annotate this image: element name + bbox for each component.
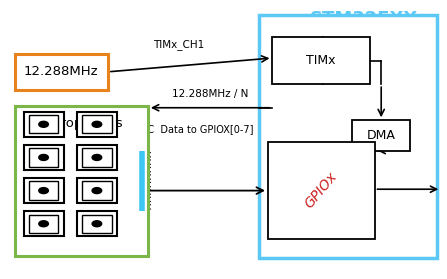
Bar — [259, 15, 437, 258]
Text: 12.288MHz / N: 12.288MHz / N — [172, 90, 249, 99]
Bar — [82, 215, 112, 233]
Circle shape — [39, 121, 48, 127]
Circle shape — [92, 121, 102, 127]
Bar — [29, 215, 58, 233]
Text: GPIOx: GPIOx — [302, 170, 340, 211]
Circle shape — [39, 155, 48, 160]
Bar — [24, 112, 63, 137]
Bar — [29, 115, 58, 133]
Circle shape — [92, 155, 102, 160]
Bar — [82, 181, 112, 200]
Text: MIC  Data to GPIOX[0-7]: MIC Data to GPIOX[0-7] — [136, 124, 253, 134]
Text: Microphones: Microphones — [39, 117, 124, 130]
Circle shape — [39, 187, 48, 194]
Bar — [352, 120, 410, 151]
Bar — [268, 142, 375, 239]
Text: 12.288MHz: 12.288MHz — [24, 65, 99, 78]
Bar — [82, 148, 112, 167]
Bar — [24, 145, 63, 170]
Bar — [15, 54, 108, 90]
Bar — [77, 112, 117, 137]
Circle shape — [92, 187, 102, 194]
Text: TIMx: TIMx — [307, 54, 336, 67]
Bar — [15, 106, 148, 256]
Bar — [77, 211, 117, 236]
Bar — [29, 181, 58, 200]
Bar — [29, 148, 58, 167]
Circle shape — [39, 221, 48, 227]
Bar — [77, 178, 117, 203]
Bar — [77, 145, 117, 170]
Text: TIMx_CH1: TIMx_CH1 — [153, 39, 205, 50]
Bar — [272, 37, 370, 84]
Bar — [24, 178, 63, 203]
Text: STM32FXX: STM32FXX — [309, 10, 417, 28]
Text: DMA: DMA — [367, 129, 396, 142]
Circle shape — [92, 221, 102, 227]
Bar — [24, 211, 63, 236]
Bar — [82, 115, 112, 133]
